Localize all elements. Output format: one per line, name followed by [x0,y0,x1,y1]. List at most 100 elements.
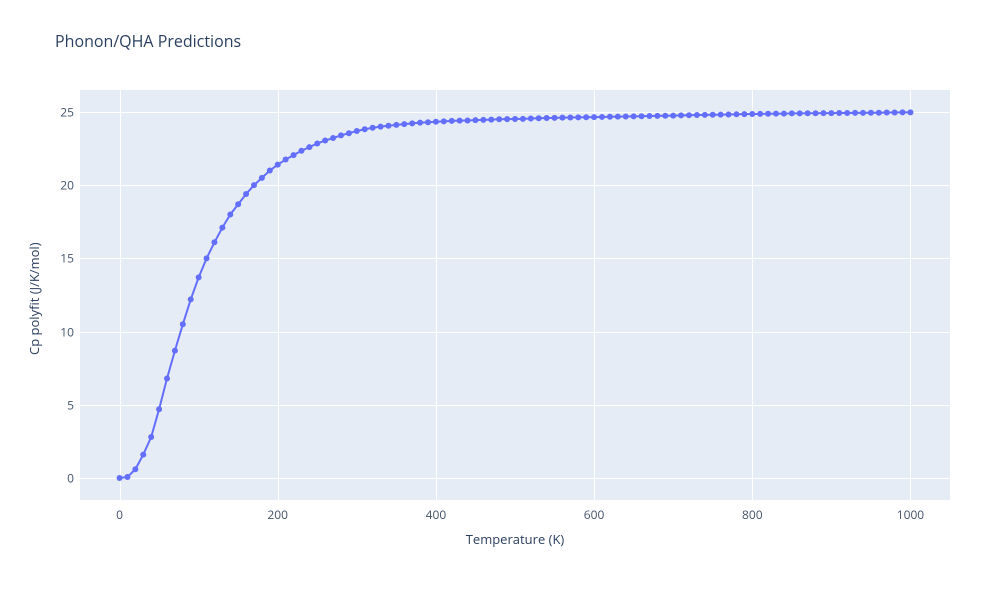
series-marker[interactable] [346,130,352,136]
series-marker[interactable] [884,110,890,116]
series-marker[interactable] [639,113,645,119]
series-marker[interactable] [654,113,660,119]
series-marker[interactable] [741,111,747,117]
series-marker[interactable] [559,115,565,121]
series-marker[interactable] [646,113,652,119]
series-marker[interactable] [338,132,344,138]
series-marker[interactable] [385,123,391,129]
series-marker[interactable] [805,110,811,116]
series-marker[interactable] [662,113,668,119]
series-marker[interactable] [583,114,589,120]
series-marker[interactable] [465,117,471,123]
series-marker[interactable] [172,348,178,354]
series-marker[interactable] [876,110,882,116]
series-marker[interactable] [512,116,518,122]
plot-area[interactable] [80,90,950,500]
series-marker[interactable] [227,211,233,217]
series-marker[interactable] [480,117,486,123]
series-marker[interactable] [196,274,202,280]
series-marker[interactable] [370,125,376,131]
series-marker[interactable] [267,168,273,174]
series-marker[interactable] [204,255,210,261]
series-marker[interactable] [544,115,550,121]
series-marker[interactable] [291,152,297,158]
series-marker[interactable] [686,112,692,118]
series-marker[interactable] [504,116,510,122]
series-marker[interactable] [330,135,336,141]
series-marker[interactable] [757,111,763,117]
series-marker[interactable] [820,110,826,116]
series-marker[interactable] [765,111,771,117]
series-marker[interactable] [702,112,708,118]
series-marker[interactable] [117,475,123,481]
series-marker[interactable] [188,296,194,302]
series-marker[interactable] [591,114,597,120]
series-marker[interactable] [860,110,866,116]
series-marker[interactable] [900,109,906,115]
series-marker[interactable] [449,118,455,124]
series-marker[interactable] [354,128,360,134]
series-marker[interactable] [726,111,732,117]
series-marker[interactable] [433,119,439,125]
series-marker[interactable] [425,119,431,125]
series-marker[interactable] [797,110,803,116]
series-marker[interactable] [298,148,304,154]
series-marker[interactable] [314,140,320,146]
series-marker[interactable] [401,121,407,127]
series-marker[interactable] [235,201,241,207]
series-marker[interactable] [718,112,724,118]
series-marker[interactable] [844,110,850,116]
series-marker[interactable] [362,126,368,132]
series-marker[interactable] [813,110,819,116]
series-marker[interactable] [378,124,384,130]
series-marker[interactable] [488,117,494,123]
series-marker[interactable] [615,114,621,120]
series-marker[interactable] [211,239,217,245]
series-marker[interactable] [907,109,913,115]
series-marker[interactable] [528,116,534,122]
series-marker[interactable] [749,111,755,117]
series-marker[interactable] [892,110,898,116]
series-marker[interactable] [789,110,795,116]
series-marker[interactable] [567,115,573,121]
series-marker[interactable] [306,144,312,150]
series-marker[interactable] [180,321,186,327]
series-marker[interactable] [678,112,684,118]
series-marker[interactable] [457,118,463,124]
series-marker[interactable] [552,115,558,121]
series-marker[interactable] [259,175,265,181]
series-marker[interactable] [322,138,328,144]
series-marker[interactable] [472,117,478,123]
series-marker[interactable] [393,122,399,128]
series-marker[interactable] [140,452,146,458]
series-marker[interactable] [441,118,447,124]
series-marker[interactable] [148,434,154,440]
series-marker[interactable] [868,110,874,116]
series-marker[interactable] [852,110,858,116]
series-marker[interactable] [536,115,542,121]
series-marker[interactable] [243,191,249,197]
series-marker[interactable] [623,114,629,120]
series-marker[interactable] [773,111,779,117]
series-marker[interactable] [164,375,170,381]
series-marker[interactable] [599,114,605,120]
series-marker[interactable] [156,406,162,412]
series-marker[interactable] [124,474,130,480]
series-marker[interactable] [409,120,415,126]
series-marker[interactable] [575,114,581,120]
series-marker[interactable] [828,110,834,116]
series-marker[interactable] [781,111,787,117]
series-marker[interactable] [694,112,700,118]
series-marker[interactable] [219,225,225,231]
series-marker[interactable] [733,111,739,117]
series-marker[interactable] [496,116,502,122]
series-marker[interactable] [670,113,676,119]
series-marker[interactable] [607,114,613,120]
series-marker[interactable] [417,120,423,126]
series-marker[interactable] [275,162,281,168]
series-marker[interactable] [251,182,257,188]
series-marker[interactable] [836,110,842,116]
series-marker[interactable] [631,113,637,119]
series-marker[interactable] [710,112,716,118]
series-marker[interactable] [132,466,138,472]
